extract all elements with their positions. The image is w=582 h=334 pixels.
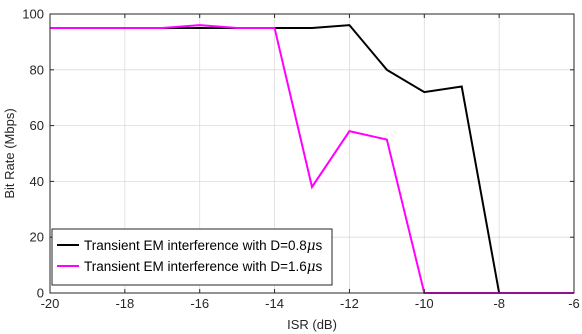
y-tick-label: 80	[30, 62, 44, 77]
x-tick-label: -10	[415, 296, 434, 311]
x-tick-label: -16	[190, 296, 209, 311]
x-tick-label: -12	[340, 296, 359, 311]
mu-symbol: μ	[307, 259, 316, 275]
y-tick-label: 100	[22, 7, 44, 22]
legend: Transient EM interference with D=0.8μsTr…	[51, 228, 333, 286]
plot-frame	[49, 13, 575, 294]
legend-entry-label: Transient EM interference with D=0.8μs	[84, 238, 323, 254]
y-tick-label: 60	[30, 118, 44, 133]
x-tick-label: -20	[41, 296, 60, 311]
legend-entry-unit: s	[316, 238, 323, 253]
legend-box	[51, 228, 333, 286]
y-axis-label: Bit Rate (Mbps)	[2, 108, 17, 198]
legend-entry-text: Transient EM interference with D=1.6	[84, 259, 307, 274]
x-tick-label: -18	[115, 296, 134, 311]
y-tick-label: 20	[30, 230, 44, 245]
y-tick-label: 40	[30, 174, 44, 189]
legend-entry-text: Transient EM interference with D=0.8	[84, 238, 307, 253]
y-tick-label: 0	[37, 286, 44, 301]
legend-entry-unit: s	[316, 259, 323, 274]
x-tick-label: -6	[568, 296, 580, 311]
axis-ticks: -20 -18 -16 -14 -12 -10 -8 -6 0 20 40 60 80 100	[22, 7, 579, 312]
x-tick-label: -8	[493, 296, 505, 311]
x-axis-label: ISR (dB)	[287, 317, 337, 332]
legend-entry-label: Transient EM interference with D=1.6μs	[84, 259, 323, 275]
x-tick-label: -14	[265, 296, 284, 311]
mu-symbol: μ	[307, 238, 316, 254]
